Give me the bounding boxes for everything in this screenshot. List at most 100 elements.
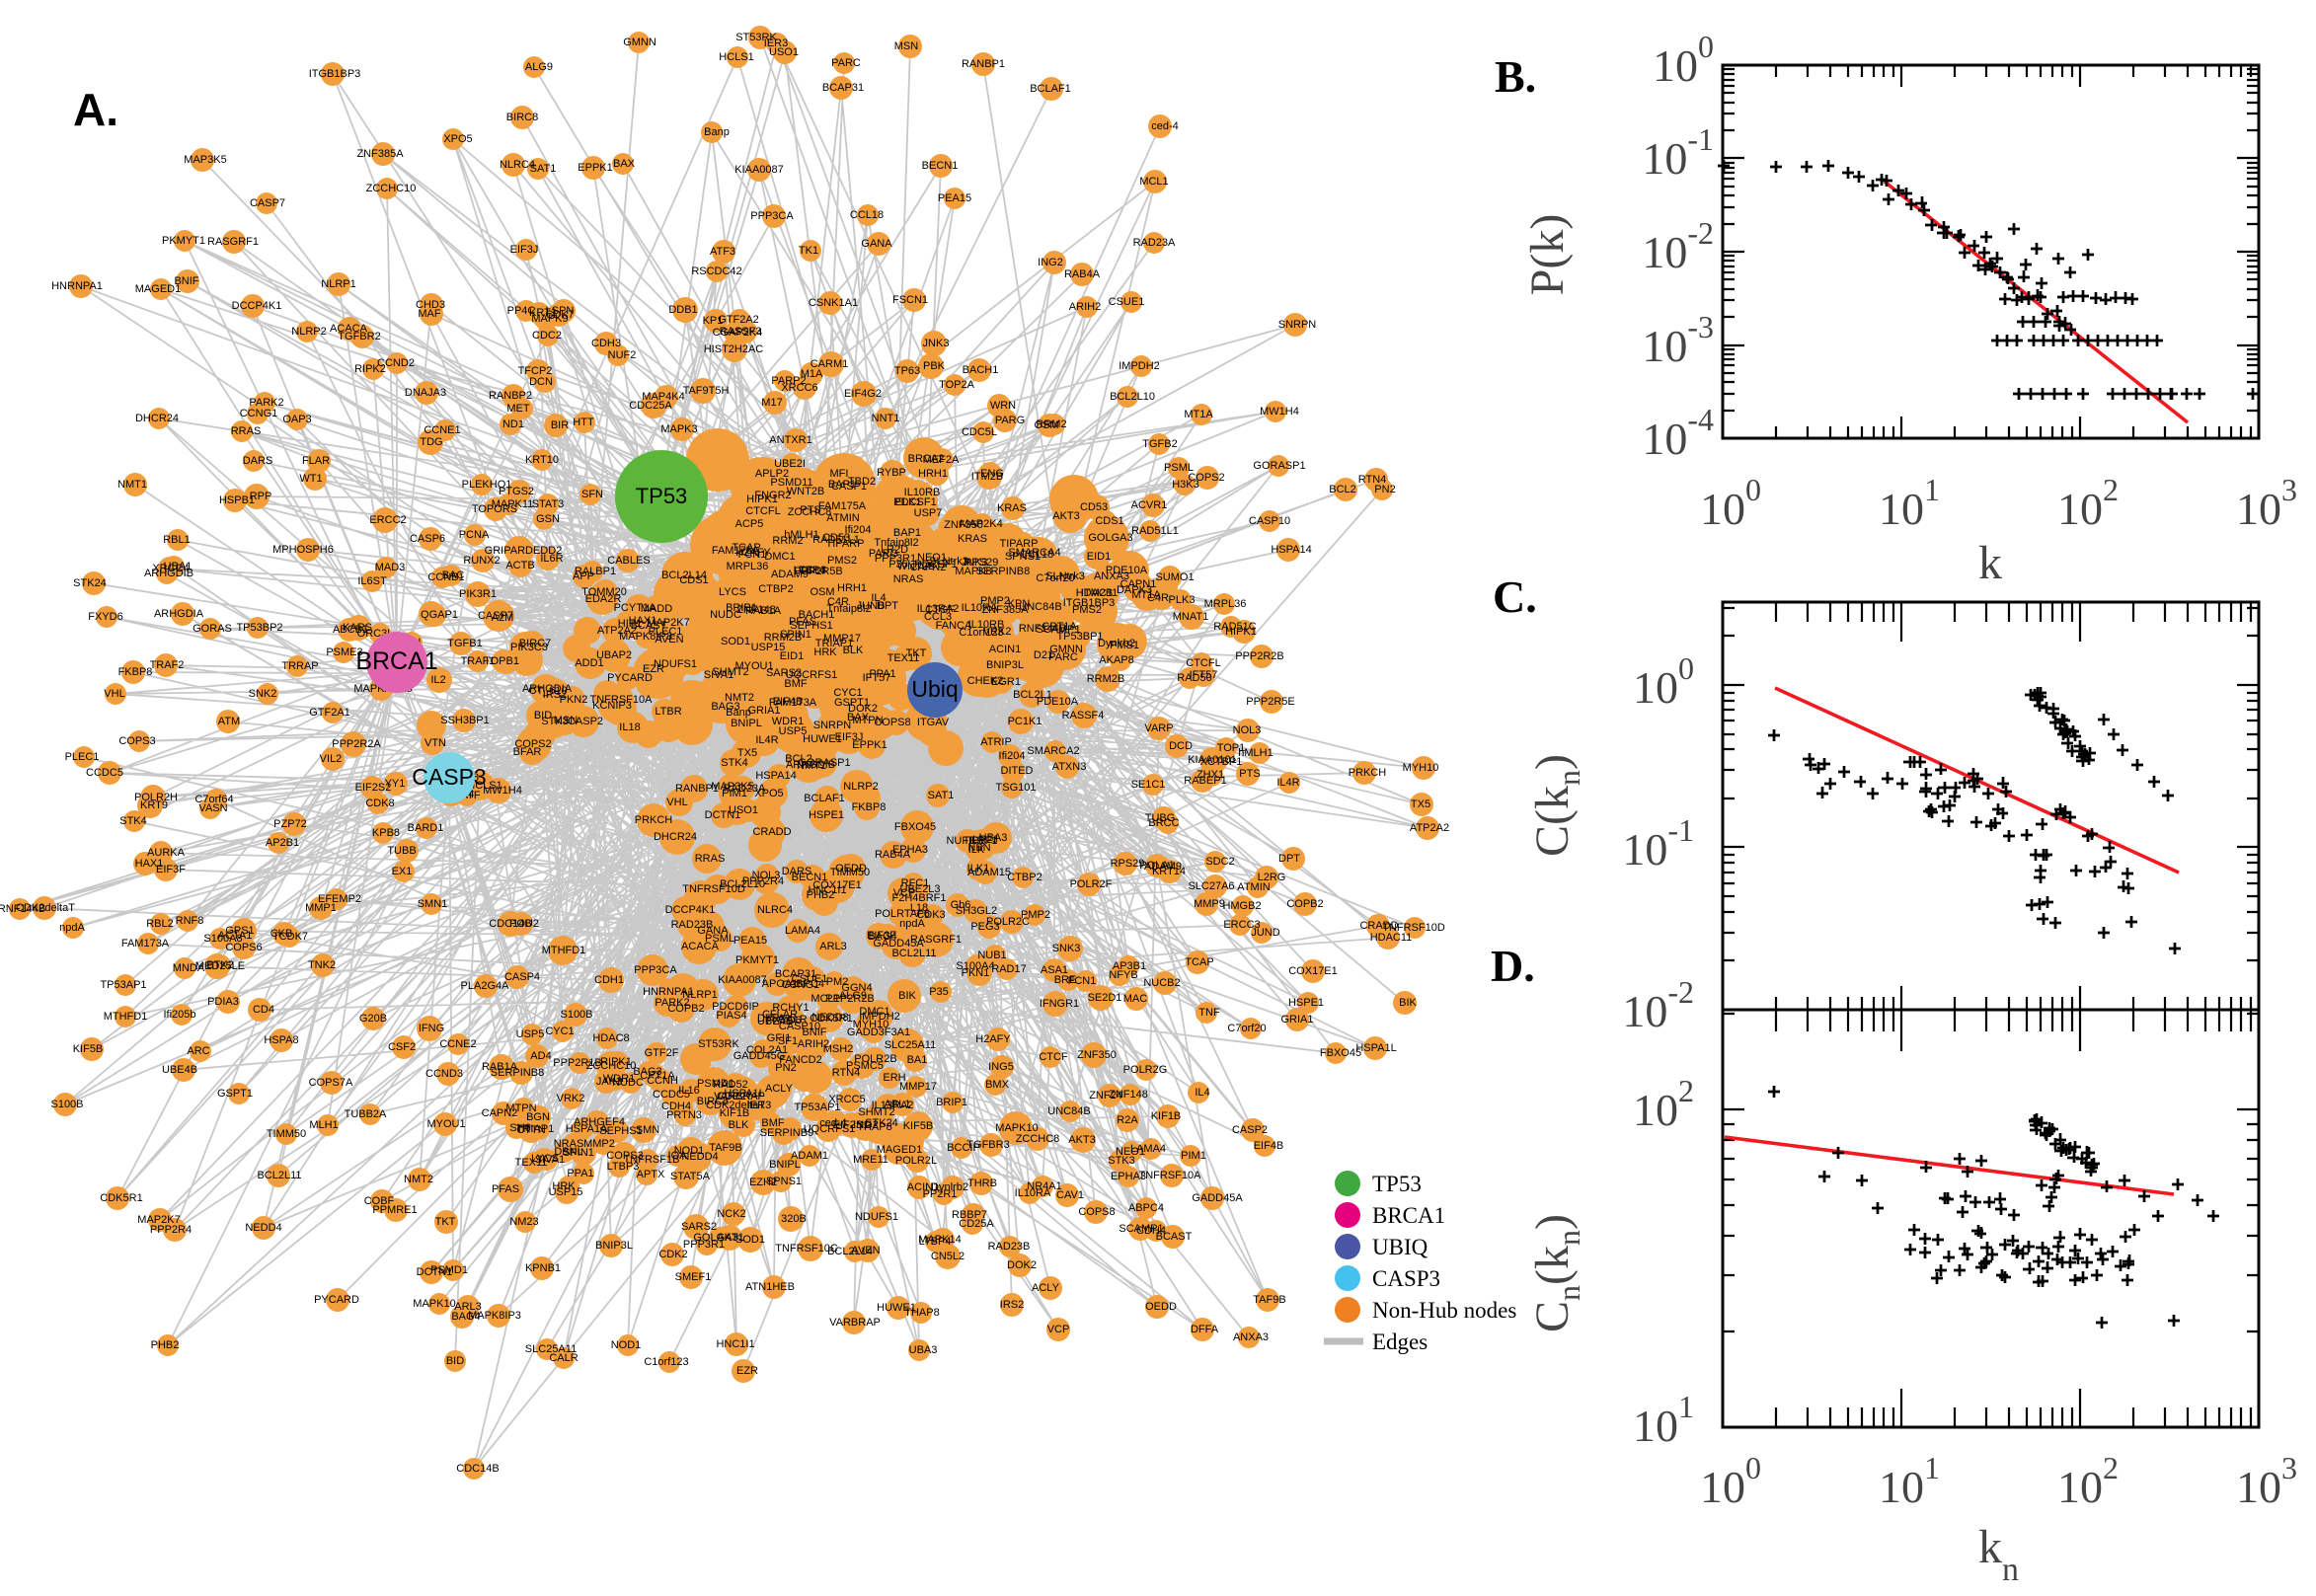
svg-text:NUFIP1: NUFIP1 <box>946 835 984 847</box>
svg-text:MT1A: MT1A <box>1131 589 1161 601</box>
svg-text:PSMD11: PSMD11 <box>770 477 812 489</box>
svg-text:AP2B1: AP2B1 <box>266 837 299 849</box>
svg-text:RAB4A: RAB4A <box>875 849 911 861</box>
svg-text:BAC: BAC <box>442 570 465 581</box>
svg-text:ARHGDIB: ARHGDIB <box>144 568 193 579</box>
svg-text:PCNA: PCNA <box>459 529 490 541</box>
svg-text:M17: M17 <box>761 397 782 409</box>
svg-text:DARS: DARS <box>782 866 812 877</box>
svg-text:CCL3: CCL3 <box>799 565 826 576</box>
svg-text:SARS2: SARS2 <box>681 1221 717 1233</box>
svg-text:FAM175A: FAM175A <box>712 545 760 557</box>
svg-text:CDH4: CDH4 <box>1136 1225 1166 1237</box>
svg-text:MRE11: MRE11 <box>853 1154 888 1166</box>
svg-text:SF1: SF1 <box>778 1035 798 1047</box>
svg-text:NUDC: NUDC <box>612 1077 644 1089</box>
svg-text:M1A: M1A <box>801 368 823 380</box>
svg-text:SOD1: SOD1 <box>721 636 750 647</box>
svg-text:GRIA1: GRIA1 <box>747 705 780 717</box>
svg-text:OSM: OSM <box>810 586 834 598</box>
svg-text:MSN: MSN <box>894 40 919 52</box>
svg-text:PM2: PM2 <box>826 976 849 988</box>
svg-text:ACP5: ACP5 <box>735 518 764 530</box>
svg-text:PPP3R1: PPP3R1 <box>683 1239 725 1251</box>
svg-text:MED25LE: MED25LE <box>195 960 245 972</box>
svg-text:NRAS: NRAS <box>554 1138 584 1150</box>
svg-text:DCD: DCD <box>1169 740 1193 752</box>
svg-text:HMGB2: HMGB2 <box>1222 900 1261 912</box>
svg-text:TP53BP1: TP53BP1 <box>1056 631 1103 643</box>
svg-text:VRK2: VRK2 <box>983 626 1012 638</box>
svg-text:CFLAR: CFLAR <box>762 1009 798 1021</box>
svg-text:MEF2A: MEF2A <box>923 454 960 466</box>
svg-text:BCL2L11: BCL2L11 <box>891 948 936 959</box>
svg-text:GTF2A1: GTF2A1 <box>309 707 350 719</box>
svg-text:HSPA1L: HSPA1L <box>1355 1042 1396 1054</box>
svg-text:MTHFD1: MTHFD1 <box>104 1011 148 1023</box>
svg-text:RAD52: RAD52 <box>713 1079 747 1091</box>
svg-text:TX5: TX5 <box>737 747 757 759</box>
svg-text:MRPL36: MRPL36 <box>1204 598 1247 610</box>
svg-text:CCNB1: CCNB1 <box>427 571 464 583</box>
svg-text:PLEC1: PLEC1 <box>649 626 683 638</box>
svg-text:HDAC11: HDAC11 <box>1370 932 1413 944</box>
svg-text:KIAA0101: KIAA0101 <box>1188 754 1237 766</box>
svg-text:TUBB: TUBB <box>387 845 416 857</box>
svg-text:ATP2A2: ATP2A2 <box>1410 822 1449 834</box>
svg-text:STAT5A: STAT5A <box>670 1171 711 1182</box>
svg-text:COX17E1: COX17E1 <box>1288 965 1338 977</box>
svg-text:BNIPL: BNIPL <box>731 718 762 729</box>
svg-text:FXYD6: FXYD6 <box>88 611 122 623</box>
svg-text:ACLY: ACLY <box>765 1083 794 1095</box>
svg-text:UBE2I: UBE2I <box>774 458 806 470</box>
svg-text:TP53BP2: TP53BP2 <box>236 622 282 634</box>
svg-text:ITGB1BP3: ITGB1BP3 <box>309 68 361 80</box>
svg-text:PLEKHO1: PLEKHO1 <box>462 479 512 491</box>
svg-text:CDC27: CDC27 <box>717 1091 752 1102</box>
svg-text:hMLH1: hMLH1 <box>1238 747 1273 759</box>
svg-text:VARBRAP: VARBRAP <box>714 1091 765 1102</box>
svg-text:Tnfaip8l2: Tnfaip8l2 <box>874 537 918 549</box>
svg-text:TAF9T5H: TAF9T5H <box>683 385 730 397</box>
svg-text:HIST2H2AC: HIST2H2AC <box>704 343 764 355</box>
svg-text:SIVA1: SIVA1 <box>535 1154 565 1166</box>
svg-text:SPNS1: SPNS1 <box>1005 551 1041 563</box>
svg-text:IER3: IER3 <box>747 1100 771 1111</box>
svg-text:ILK1: ILK1 <box>967 863 990 874</box>
svg-text:PEG3: PEG3 <box>970 921 999 933</box>
svg-text:H3K3: H3K3 <box>1172 479 1199 491</box>
svg-text:HSPA1L: HSPA1L <box>724 1088 764 1100</box>
svg-text:POLR2G: POLR2G <box>1123 1064 1168 1076</box>
svg-text:UBE4B: UBE4B <box>757 1016 793 1027</box>
svg-text:PPP2R5B: PPP2R5B <box>794 566 843 577</box>
svg-text:PARK2: PARK2 <box>249 397 283 409</box>
svg-text:FKBP8: FKBP8 <box>118 666 153 678</box>
svg-text:POLR2F: POLR2F <box>1070 878 1113 890</box>
svg-text:COPB2: COPB2 <box>1286 898 1323 910</box>
svg-text:BRIP1: BRIP1 <box>936 1097 967 1108</box>
svg-text:THAP8: THAP8 <box>857 1121 891 1133</box>
svg-text:BAG4: BAG4 <box>868 931 896 943</box>
svg-text:SFN: SFN <box>581 489 603 500</box>
svg-text:HNC1I1: HNC1I1 <box>808 884 846 896</box>
svg-text:NLRP1: NLRP1 <box>321 278 355 290</box>
svg-text:CN5L2: CN5L2 <box>931 1251 965 1262</box>
svg-text:ITGAV: ITGAV <box>917 717 950 728</box>
svg-text:PBK: PBK <box>923 360 946 372</box>
svg-text:HSPA8: HSPA8 <box>264 1034 298 1046</box>
svg-text:CASP2: CASP2 <box>1232 1124 1268 1136</box>
svg-text:CAV1: CAV1 <box>1056 1189 1084 1201</box>
svg-text:FBXO45: FBXO45 <box>894 821 936 833</box>
svg-text:IL2: IL2 <box>430 674 445 686</box>
svg-text:KRAS: KRAS <box>958 533 987 545</box>
svg-text:NMT1: NMT1 <box>797 760 826 772</box>
svg-text:RRAS: RRAS <box>231 425 262 437</box>
svg-text:EDA2R: EDA2R <box>585 593 622 605</box>
svg-text:DPT: DPT <box>1278 853 1300 865</box>
svg-text:BMF: BMF <box>784 678 808 690</box>
svg-text:MAF: MAF <box>418 308 441 320</box>
svg-text:ATF3: ATF3 <box>710 246 735 258</box>
svg-text:WNT2B: WNT2B <box>787 486 825 497</box>
svg-text:PMS2: PMS2 <box>827 555 857 567</box>
svg-text:ARHGDIA: ARHGDIA <box>154 608 204 620</box>
